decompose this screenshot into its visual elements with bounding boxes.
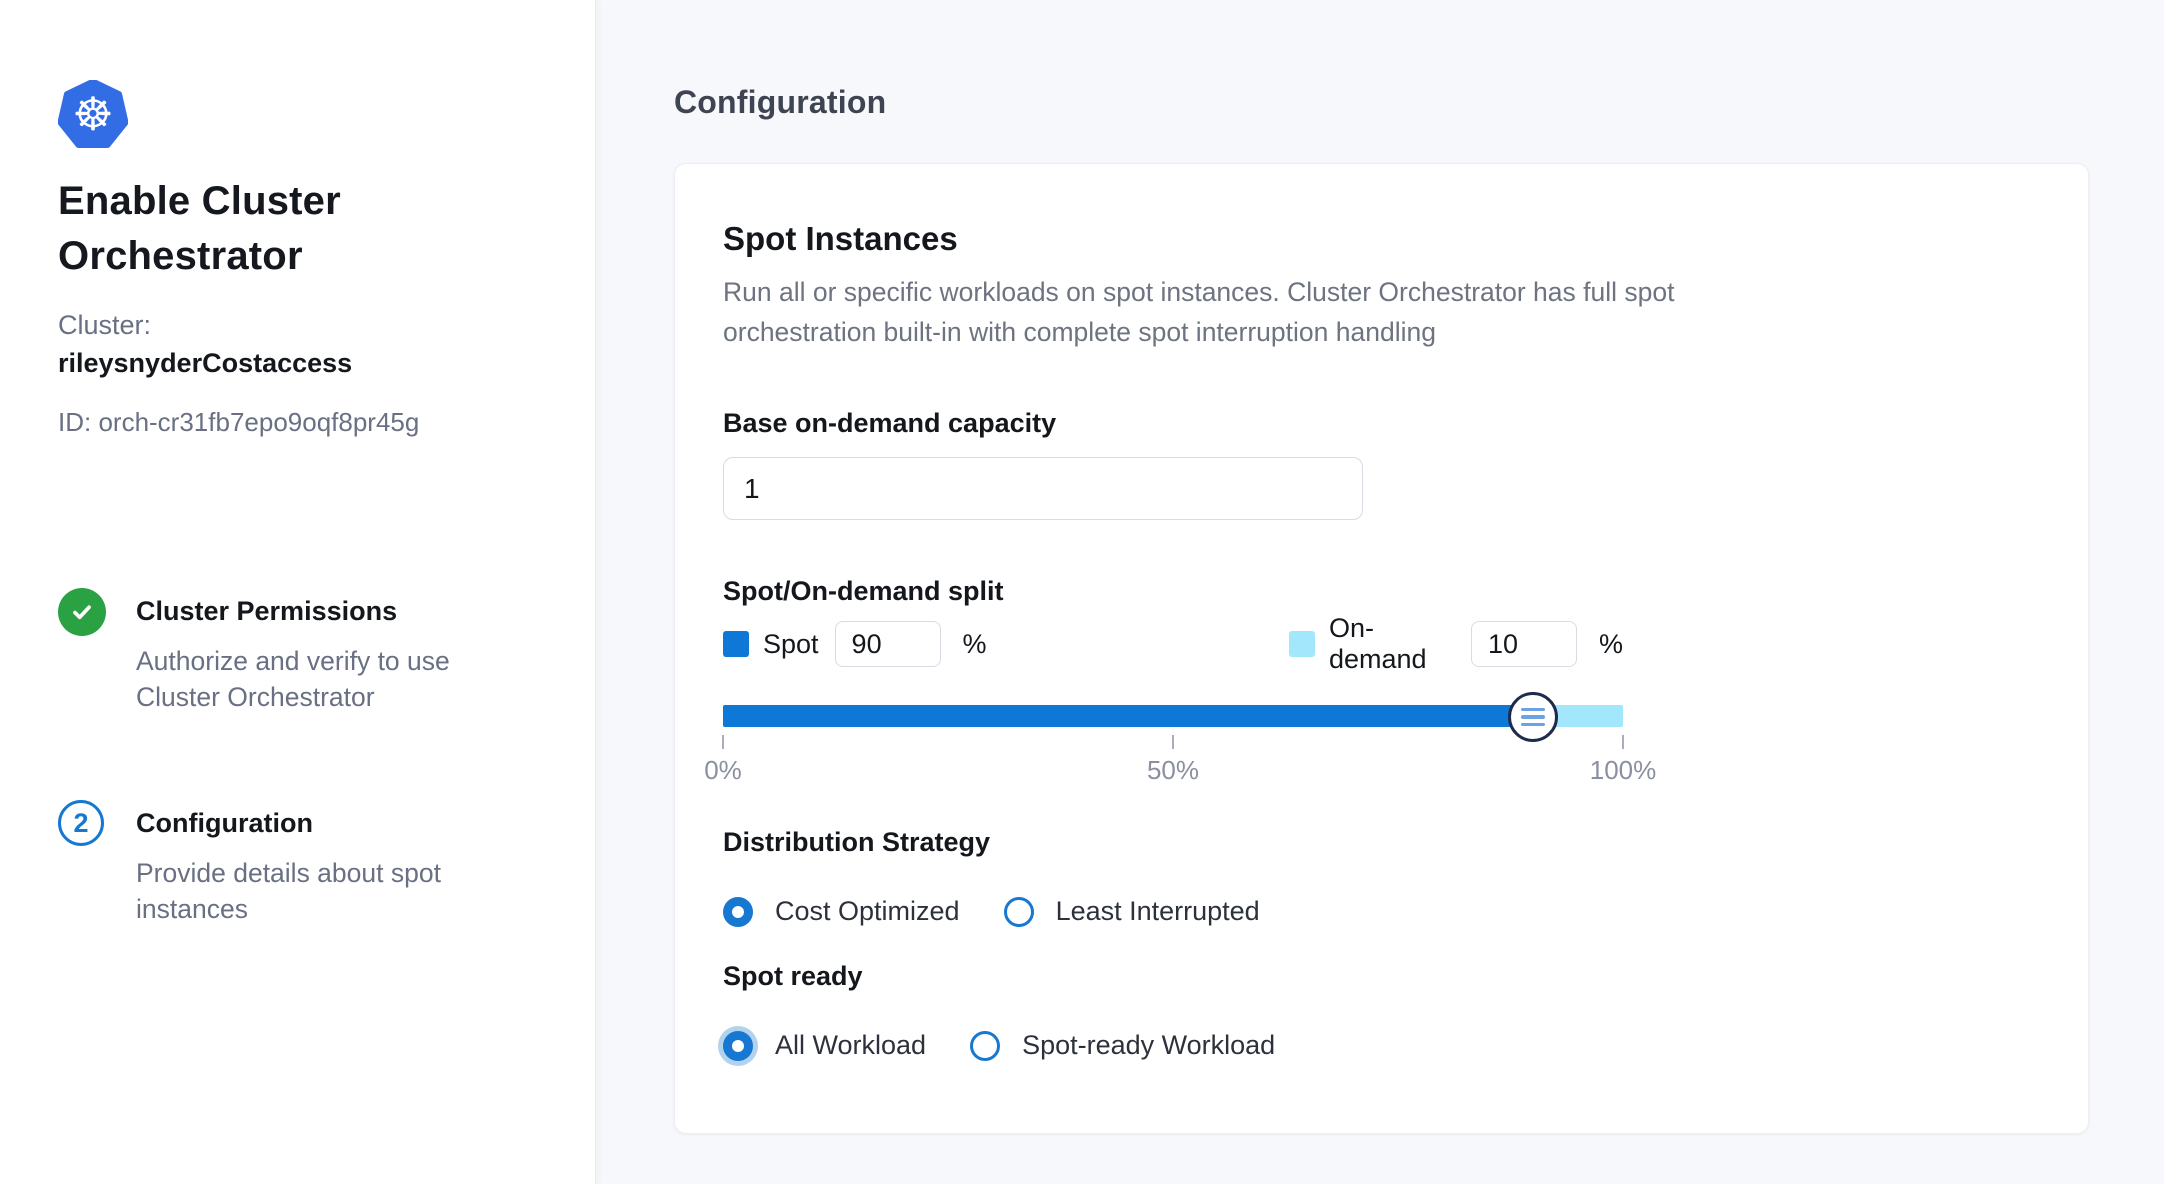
main-content: Configuration Spot Instances Run all or … xyxy=(596,0,2164,1184)
radio-option-label: Cost Optimized xyxy=(775,896,960,926)
step-cluster-permissions: Cluster Permissions Authorize and verify… xyxy=(58,588,545,715)
tick-label-100: 100% xyxy=(1589,755,1657,785)
split-slider[interactable] xyxy=(723,692,1623,742)
radio-selected-icon[interactable] xyxy=(723,1030,753,1061)
spot-percent-input[interactable] xyxy=(834,621,941,667)
spot-label: Spot xyxy=(763,628,819,659)
step-title: Cluster Permissions xyxy=(136,596,398,626)
kubernetes-heptagon xyxy=(58,80,128,149)
radio-least-interrupted[interactable]: Least Interrupted xyxy=(1003,896,1260,927)
distribution-strategy-label: Distribution Strategy xyxy=(723,827,991,857)
step-title: Configuration xyxy=(136,808,313,838)
sidebar: ☸ Enable Cluster Orchestrator Cluster: r… xyxy=(0,0,596,1184)
step-configuration: 2 Configuration Provide details about sp… xyxy=(58,800,545,927)
step-description: Provide details about spot instances xyxy=(136,858,441,924)
spot-percent-unit: % xyxy=(962,628,987,659)
tick-label-0: 0% xyxy=(704,755,742,785)
on-demand-percent-input[interactable] xyxy=(1470,621,1577,667)
cluster-name: rileysnyderCostaccess xyxy=(58,348,353,378)
spot-ready-options: All Workload Spot-ready Workload xyxy=(723,1030,2040,1061)
tick-mark-100 xyxy=(1622,735,1624,749)
step-number-icon: 2 xyxy=(58,800,104,846)
step-description: Authorize and verify to use Cluster Orch… xyxy=(136,646,450,712)
spot-legend: Spot % xyxy=(723,621,987,667)
step-number: 2 xyxy=(73,807,89,838)
split-legend-row: Spot % On-demand % xyxy=(723,613,1623,674)
cluster-id: ID: orch-cr31fb7epo9oqf8pr45g xyxy=(58,407,420,437)
section-heading: Configuration xyxy=(674,84,887,120)
check-circle-icon xyxy=(58,588,106,636)
slider-handle[interactable] xyxy=(1508,692,1558,742)
wizard-steps: Cluster Permissions Authorize and verify… xyxy=(58,588,545,927)
radio-unselected-icon[interactable] xyxy=(970,1030,1001,1061)
card-description: Run all or specific workloads on spot in… xyxy=(723,277,1675,347)
radio-option-label: All Workload xyxy=(775,1030,927,1060)
card-title: Spot Instances xyxy=(723,220,958,257)
cluster-label: Cluster: xyxy=(58,310,152,340)
helm-wheel-icon: ☸ xyxy=(72,88,114,140)
base-capacity-input[interactable] xyxy=(723,457,1363,520)
base-capacity-label: Base on-demand capacity xyxy=(723,408,1057,438)
tick-label-50: 50% xyxy=(1146,755,1200,785)
tick-mark-50 xyxy=(1172,735,1174,749)
slider-track[interactable] xyxy=(723,705,1623,727)
radio-cost-optimized[interactable]: Cost Optimized xyxy=(723,896,960,927)
radio-option-label: Spot-ready Workload xyxy=(1022,1030,1276,1060)
kubernetes-icon: ☸ xyxy=(58,80,128,150)
on-demand-label: On-demand xyxy=(1329,613,1427,674)
radio-spot-ready-workload[interactable]: Spot-ready Workload xyxy=(970,1030,1275,1061)
tick-mark-0 xyxy=(722,735,724,749)
on-demand-legend: On-demand % xyxy=(1289,613,1623,674)
distribution-strategy-options: Cost Optimized Least Interrupted xyxy=(723,896,2040,927)
radio-option-label: Least Interrupted xyxy=(1055,896,1260,926)
split-label: Spot/On-demand split xyxy=(723,576,1004,606)
on-demand-color-swatch xyxy=(1289,631,1315,657)
radio-selected-icon[interactable] xyxy=(723,896,753,927)
radio-all-workload[interactable]: All Workload xyxy=(723,1030,926,1061)
on-demand-percent-unit: % xyxy=(1598,628,1623,659)
configuration-card: Spot Instances Run all or specific workl… xyxy=(674,163,2089,1134)
spot-color-swatch xyxy=(723,631,749,657)
page-title: Enable Cluster Orchestrator xyxy=(58,179,341,278)
spot-ready-label: Spot ready xyxy=(723,961,863,991)
slider-ticks: 0% 50% 100% xyxy=(704,735,1656,793)
radio-unselected-icon[interactable] xyxy=(1003,896,1034,927)
